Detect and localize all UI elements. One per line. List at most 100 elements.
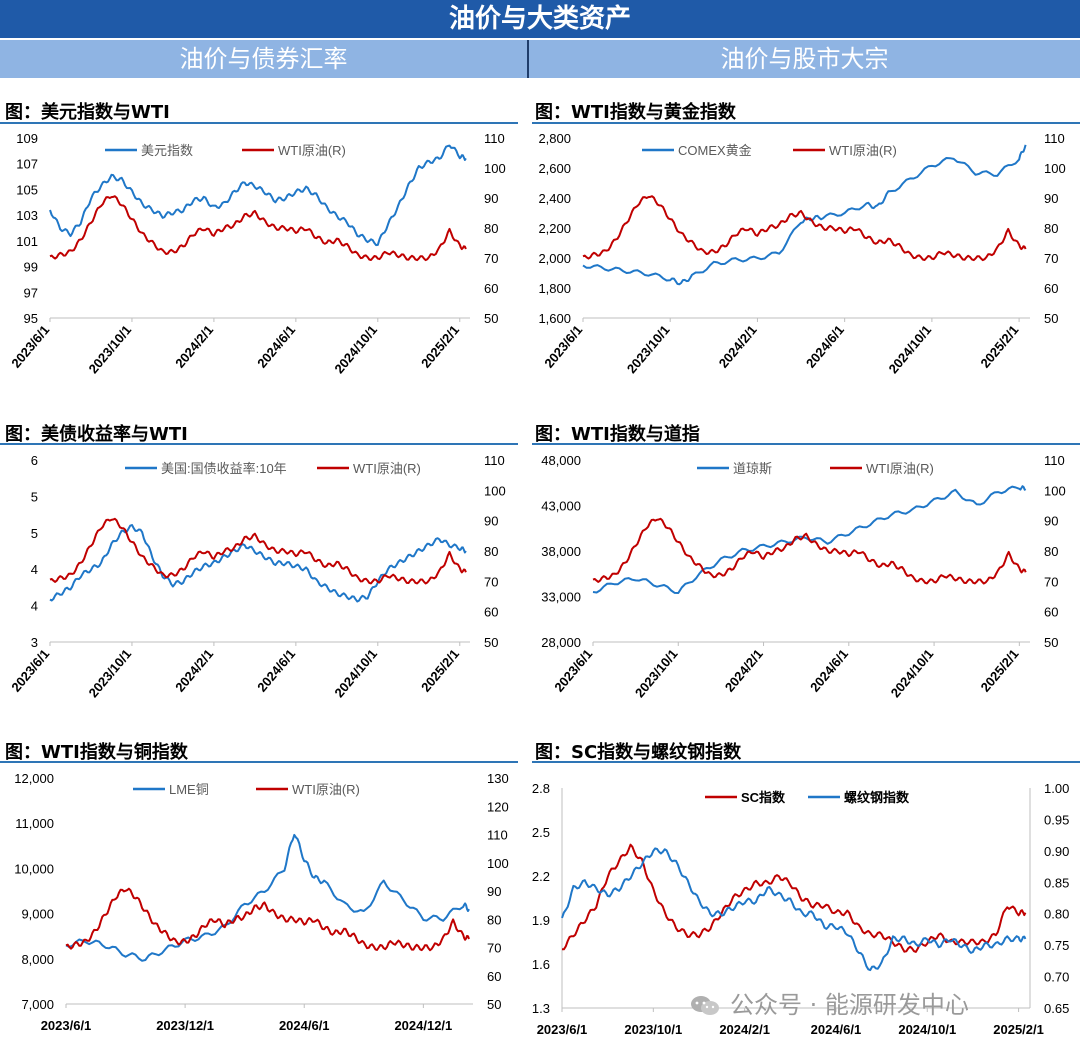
y-tick-label-right: 80 — [1044, 221, 1058, 236]
y-tick-label-right: 0.75 — [1044, 938, 1069, 953]
panel-rule — [532, 122, 1080, 124]
y-tick-label-right: 100 — [1044, 483, 1066, 498]
y-tick-label-left: 5 — [31, 526, 38, 541]
y-tick-label-right: 80 — [484, 544, 498, 559]
section-divider — [527, 40, 529, 78]
y-tick-label-right: 0.70 — [1044, 970, 1069, 985]
panel-rule — [0, 122, 518, 124]
y-tick-label-right: 70 — [1044, 574, 1058, 589]
legend-label: WTI原油(R) — [866, 461, 934, 476]
y-tick-label-right: 50 — [484, 311, 498, 326]
x-tick-label: 2025/2/1 — [978, 646, 1022, 694]
y-tick-label-right: 50 — [1044, 311, 1058, 326]
y-tick-label-left: 1,600 — [538, 311, 571, 326]
y-tick-label-left: 8,000 — [21, 952, 54, 967]
x-tick-label: 2023/6/1 — [551, 646, 595, 694]
y-tick-label-left: 97 — [24, 285, 38, 300]
y-tick-label-left: 107 — [16, 157, 38, 172]
legend-label: SC指数 — [741, 790, 786, 805]
x-tick-label: 2024/6/1 — [803, 322, 847, 370]
series-line-secondary — [49, 517, 467, 585]
y-tick-label-right: 70 — [484, 251, 498, 266]
x-tick-label: 2024/2/1 — [172, 322, 216, 370]
y-tick-label-right: 100 — [1044, 161, 1066, 176]
y-tick-label-right: 120 — [487, 799, 509, 814]
y-tick-label-right: 90 — [484, 514, 498, 529]
series-line-primary — [562, 843, 1027, 953]
series-line-secondary — [49, 195, 467, 262]
series-line-primary — [65, 833, 470, 962]
x-tick-label: 2025/2/1 — [418, 646, 462, 694]
y-tick-label-left: 1.3 — [532, 1001, 550, 1016]
legend-label: WTI原油(R) — [292, 782, 360, 797]
y-tick-label-right: 0.85 — [1044, 875, 1069, 890]
legend-label: 美国:国债收益率:10年 — [161, 461, 287, 476]
y-tick-label-left: 7,000 — [21, 997, 54, 1012]
panel-title-wti-gold: 图：WTI指数与黄金指数 — [535, 102, 736, 123]
panel-rule — [0, 443, 518, 445]
y-tick-label-right: 0.90 — [1044, 844, 1069, 859]
y-tick-label-right: 100 — [484, 161, 506, 176]
x-tick-label: 2024/2/1 — [716, 322, 760, 370]
legend-label: 螺纹钢指数 — [844, 790, 910, 805]
y-tick-label-left: 33,000 — [541, 590, 581, 605]
x-tick-label: 2024/2/1 — [722, 646, 766, 694]
y-tick-label-right: 60 — [1044, 281, 1058, 296]
y-tick-label-right: 0.80 — [1044, 907, 1069, 922]
y-tick-label-left: 5 — [31, 489, 38, 504]
series-line-primary — [49, 524, 467, 603]
section-title-bonds-fx: 油价与债券汇率 — [0, 40, 527, 78]
y-tick-label-left: 2.2 — [532, 869, 550, 884]
x-tick-label: 2025/2/1 — [993, 1022, 1044, 1037]
y-tick-label-right: 110 — [1044, 131, 1065, 146]
y-tick-label-left: 103 — [16, 208, 38, 223]
y-tick-label-left: 48,000 — [541, 453, 581, 468]
x-tick-label: 2024/6/1 — [254, 322, 298, 370]
x-tick-label: 2023/6/1 — [537, 1022, 588, 1037]
legend-label: 美元指数 — [141, 143, 193, 158]
legend-label: WTI原油(R) — [278, 143, 346, 158]
y-tick-label-left: 9,000 — [21, 907, 54, 922]
y-tick-label-right: 90 — [1044, 514, 1058, 529]
x-tick-label: 2024/10/1 — [331, 322, 380, 376]
y-tick-label-left: 43,000 — [541, 499, 581, 514]
x-tick-label: 2023/10/1 — [632, 646, 681, 700]
x-tick-label: 2025/2/1 — [977, 322, 1021, 370]
y-tick-label-right: 60 — [484, 281, 498, 296]
y-tick-label-right: 60 — [484, 605, 498, 620]
y-tick-label-right: 90 — [484, 191, 498, 206]
x-tick-label: 2023/10/1 — [86, 646, 135, 700]
x-tick-label: 2024/12/1 — [394, 1018, 452, 1033]
series-line-secondary — [561, 847, 1027, 972]
y-tick-label-right: 70 — [1044, 251, 1058, 266]
y-tick-label-left: 6 — [31, 453, 38, 468]
y-tick-label-right: 110 — [484, 131, 505, 146]
y-tick-label-right: 110 — [487, 828, 508, 843]
y-tick-label-right: 0.95 — [1044, 812, 1069, 827]
y-tick-label-left: 99 — [24, 260, 38, 275]
panel-title-wti-dow: 图：WTI指数与道指 — [535, 424, 700, 445]
series-line-primary — [592, 485, 1027, 594]
x-tick-label: 2023/12/1 — [156, 1018, 214, 1033]
x-tick-label: 2024/2/1 — [719, 1022, 770, 1037]
y-tick-label-right: 90 — [1044, 191, 1058, 206]
x-tick-label: 2024/6/1 — [811, 1022, 862, 1037]
series-line-secondary — [65, 887, 470, 952]
legend-label: WTI原油(R) — [829, 143, 897, 158]
y-tick-label-left: 2,200 — [538, 221, 571, 236]
x-tick-label: 2023/6/1 — [41, 1018, 92, 1033]
y-tick-label-left: 2.8 — [532, 781, 550, 796]
x-tick-label: 2024/10/1 — [898, 1022, 956, 1037]
panel-title-sc-rebar: 图：SC指数与螺纹钢指数 — [535, 742, 742, 763]
panel-title-ust-wti: 图：美债收益率与WTI — [5, 424, 188, 445]
wechat-icon — [691, 996, 719, 1015]
y-tick-label-right: 60 — [487, 969, 501, 984]
y-tick-label-right: 50 — [487, 997, 501, 1012]
legend-label: LME铜 — [169, 782, 209, 797]
x-tick-label: 2025/2/1 — [418, 322, 462, 370]
x-tick-label: 2024/10/1 — [888, 646, 937, 700]
y-tick-label-left: 2,800 — [538, 131, 571, 146]
x-tick-label: 2023/10/1 — [624, 1022, 682, 1037]
series-line-primary — [49, 144, 467, 247]
